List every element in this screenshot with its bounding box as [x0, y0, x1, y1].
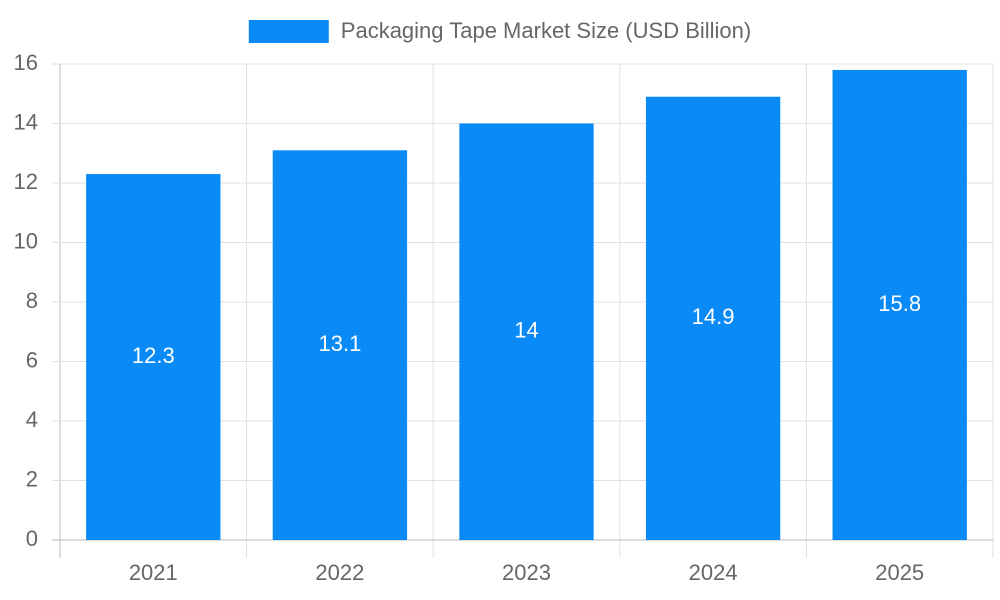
y-tick-label: 8 — [26, 288, 38, 313]
y-tick-label: 14 — [14, 109, 38, 134]
x-tick-label: 2023 — [502, 560, 551, 585]
data-label: 12.3 — [132, 343, 175, 368]
bar — [86, 174, 221, 540]
legend-swatch — [248, 20, 329, 43]
bar — [645, 96, 781, 540]
y-tick-label: 6 — [26, 347, 38, 372]
bar — [832, 69, 967, 540]
y-tick-label: 4 — [26, 407, 38, 432]
x-tick-label: 2022 — [315, 560, 364, 585]
data-label: 13.1 — [318, 331, 361, 356]
bar — [272, 150, 408, 540]
data-label: 15.8 — [878, 291, 921, 316]
y-tick-label: 2 — [26, 466, 38, 491]
y-tick-label: 0 — [26, 526, 38, 551]
y-tick-label: 10 — [14, 228, 38, 253]
x-tick-label: 2025 — [875, 560, 924, 585]
x-tick-label: 2021 — [129, 560, 178, 585]
x-tick-label: 2024 — [689, 560, 738, 585]
data-label: 14.9 — [692, 304, 735, 329]
legend-label: Packaging Tape Market Size (USD Billion) — [341, 18, 751, 43]
bar — [459, 123, 594, 540]
data-label: 14 — [514, 318, 538, 343]
y-tick-label: 16 — [14, 50, 38, 75]
y-tick-label: 12 — [14, 169, 38, 194]
